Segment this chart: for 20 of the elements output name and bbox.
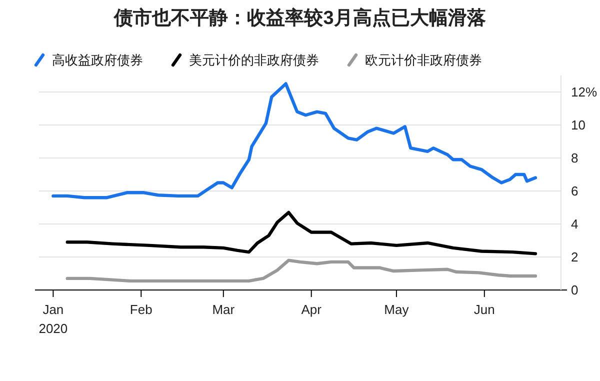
x-tick-label: Jun	[474, 302, 495, 317]
y-tick-label: 0	[571, 282, 578, 298]
x-tick-label: May	[384, 302, 410, 317]
y-tick-label: 4	[571, 216, 578, 232]
x-tick-label: Mar	[212, 302, 236, 317]
legend-label: 美元计价的非政府债券	[189, 52, 319, 68]
x-tick-label: Jan 2020	[38, 302, 68, 336]
x-tick-label: Feb	[130, 302, 152, 317]
legend-label: 欧元计价非政府债券	[365, 52, 482, 68]
legend-label: 高收益政府债券	[52, 52, 143, 68]
y-tick-label: 2	[571, 250, 578, 265]
line-series	[66, 258, 538, 283]
line-series	[66, 210, 538, 256]
y-tick-label: 10	[571, 118, 586, 133]
y-tick-label: 12%	[571, 84, 598, 100]
y-tick-label: 6	[571, 184, 578, 199]
line-series	[52, 82, 538, 200]
x-tick-label: Apr	[301, 302, 322, 317]
chart-title: 债市也不平静：收益率较3月高点已大幅滑落	[113, 7, 486, 29]
y-tick-label: 8	[571, 150, 578, 166]
